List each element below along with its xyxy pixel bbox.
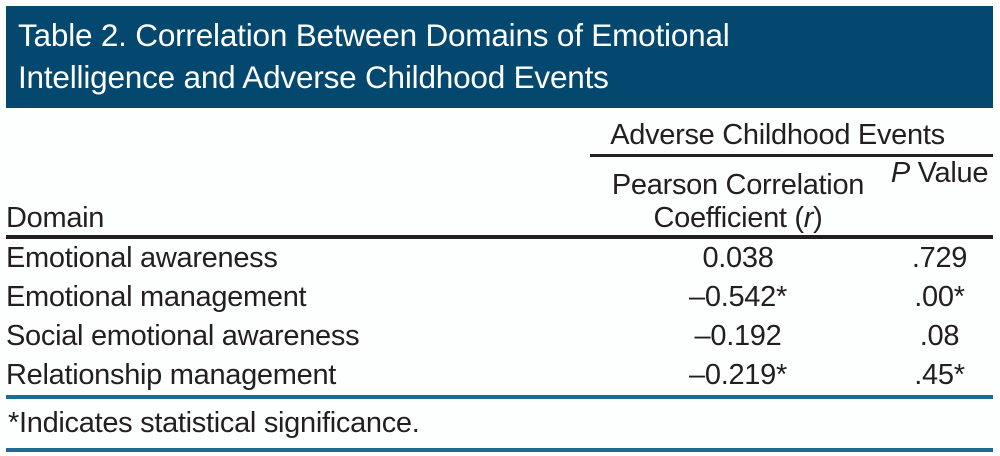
row-1-r-value: 0.038: [702, 242, 774, 274]
column-header-pearson: Pearson Correlation Coefficient (r): [590, 155, 886, 239]
row-3-r-value: –0.192: [694, 320, 782, 352]
pearson-header-suffix: ): [813, 202, 823, 234]
row-2-domain: Emotional management: [6, 281, 307, 313]
table-row: Emotional awareness 0.038 .729: [6, 237, 993, 278]
table-footnote: *Indicates statistical significance.: [6, 395, 993, 452]
table-title-bar: Table 2. Correlation Between Domains of …: [6, 6, 993, 108]
row-4-domain: Relationship management: [6, 359, 337, 391]
row-4-r-value: –0.219*: [689, 359, 787, 391]
table-title-line-1: Table 2. Correlation Between Domains of …: [18, 17, 730, 53]
pearson-header-line-1: Pearson Correlation: [611, 169, 865, 201]
span-header-spacer: [6, 108, 590, 156]
table-row: Emotional management –0.542* .00*: [6, 278, 993, 317]
row-2-p-value: .00*: [914, 281, 965, 313]
correlation-table: Adverse Childhood Events Domain Pearson …: [6, 108, 993, 395]
column-header-domain: Domain: [6, 155, 590, 239]
row-1-p-value: .729: [911, 242, 968, 274]
row-2-r-value: –0.542*: [689, 281, 787, 313]
row-4-p-value: .45*: [914, 359, 965, 391]
row-1-domain: Emotional awareness: [6, 242, 278, 274]
table-body: Adverse Childhood Events Domain Pearson …: [6, 108, 993, 452]
pearson-r-symbol: r: [803, 202, 814, 234]
table-row: Relationship management –0.219* .45*: [6, 356, 993, 395]
p-value-label-rest: Value: [909, 157, 989, 189]
table-row: Social emotional awareness –0.192 .08: [6, 317, 993, 356]
p-value-p-symbol: P: [890, 157, 910, 189]
row-3-p-value: .08: [919, 320, 960, 352]
column-header-row: Domain Pearson Correlation Coefficient (…: [6, 155, 993, 239]
row-3-domain: Social emotional awareness: [6, 320, 360, 352]
span-header-row: Adverse Childhood Events: [6, 108, 993, 157]
column-header-p-value: P Value: [886, 155, 993, 239]
pearson-header-prefix: Coefficient (: [653, 202, 804, 234]
span-header-adverse-childhood-events: Adverse Childhood Events: [590, 108, 993, 157]
pearson-header-line-2: Coefficient (r): [590, 202, 886, 235]
table-title-line-2: Intelligence and Adverse Childhood Event…: [18, 59, 609, 95]
